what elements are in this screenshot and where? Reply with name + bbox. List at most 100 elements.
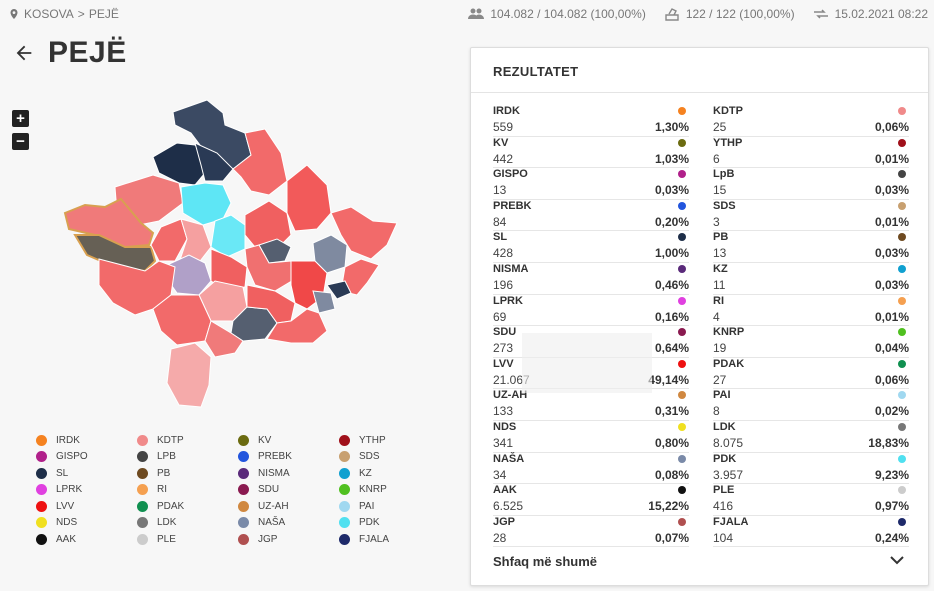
party-percent: 0,01% [874,309,909,324]
region-northeast[interactable] [232,128,288,196]
party-votes: 341 [493,436,514,450]
region-pdk-cyan[interactable] [180,182,232,226]
party-row: GISPO 13 0,03% [493,168,689,200]
party-color-dot [678,486,686,495]
legend-item: KZ [339,467,440,479]
legend-label: GISPO [56,451,88,462]
party-row: YTHP 6 0,01% [713,137,909,169]
breadcrumb-separator: > [77,7,85,21]
party-percent: 0,06% [874,372,909,387]
region-east-large[interactable] [286,164,332,232]
legend-dot [339,434,350,446]
page-header: PEJË [12,36,127,70]
legend-label: NDS [56,517,78,528]
party-votes: 34 [493,467,507,482]
party-color-dot [678,391,686,400]
party-percent: 0,46% [654,278,689,292]
region-aak-dark[interactable] [73,234,157,273]
region-south-far[interactable] [166,342,212,408]
legend-label: UZ-AH [258,500,289,512]
party-row: PREBK 84 0,20% [493,200,689,232]
breadcrumb-country[interactable]: KOSOVA [24,7,74,21]
party-name: AAK [493,484,517,497]
party-color-dot [898,233,906,242]
zoom-out-button[interactable]: − [12,133,29,150]
legend-dot [238,533,249,545]
party-votes: 19 [713,341,727,356]
party-votes: 13 [713,246,727,261]
legend-item: PB [137,467,238,479]
region-east-dark[interactable] [326,280,352,300]
party-votes: 27 [713,372,727,387]
party-name: JGP [493,515,516,528]
party-color-dot [898,423,906,431]
legend-item: NDS [36,517,137,529]
party-percent: 0,64% [654,341,689,356]
party-percent: 0,03% [654,183,689,198]
breadcrumb-current: PEJË [88,7,119,21]
party-color-dot [678,201,686,210]
legend-label: LVV [56,500,75,512]
party-color-dot [678,233,686,242]
show-more-button[interactable]: Shfaq më shumë [493,554,598,569]
legend-label: RI [157,484,167,495]
legend-item: NAŠA [238,517,339,529]
legend-dot [238,500,249,512]
region-south-center[interactable] [204,320,244,358]
region-south-1[interactable] [152,294,212,346]
legend-dot [339,467,350,479]
legend-item: IRDK [36,434,137,446]
party-color-dot [898,517,906,526]
zoom-in-button[interactable]: + [12,110,29,127]
legend-label: NISMA [258,467,290,479]
party-color-dot [898,265,906,273]
party-name: SDS [713,199,736,212]
legend-dot [137,484,148,495]
party-row: AAK 6.525 15,22% [493,484,689,516]
party-votes: 273 [493,341,514,356]
legend-dot [339,484,350,495]
legend-label: KV [258,434,272,446]
legend-label: KDTP [157,434,184,446]
municipality-map[interactable] [55,95,405,415]
party-row: PAI 8 0,02% [713,389,909,421]
party-color-dot [898,359,906,368]
legend-item: JGP [238,533,339,545]
party-row: LPRK 69 0,16% [493,295,689,327]
legend-dot [339,517,350,528]
party-percent: 0,08% [654,467,689,482]
legend-dot [238,467,249,479]
region-far-east[interactable] [330,206,398,260]
region-pejë-outline[interactable] [63,197,155,249]
legend-label: JGP [258,533,278,545]
legend-dot [36,451,47,462]
party-row: PDAK 27 0,06% [713,358,909,390]
party-color-dot [678,138,686,147]
legend-label: NAŠA [258,517,286,528]
party-votes: 69 [493,309,507,324]
party-color-dot [898,296,906,305]
party-votes: 442 [493,151,514,166]
region-south-east[interactable] [266,308,328,344]
party-color-dot [678,359,686,368]
map-watermark [522,333,652,393]
party-color-dot [898,486,906,495]
party-row: SL 428 1,00% [493,231,689,263]
region-center-1[interactable] [210,248,248,292]
back-button[interactable] [12,41,36,65]
party-percent: 0,80% [654,436,689,450]
legend-item: LDK [137,517,238,529]
region-east-grey-2[interactable] [312,290,336,314]
results-divider [471,92,928,93]
party-color-dot [898,170,906,179]
chevron-down-icon[interactable] [890,555,904,565]
party-votes: 196 [493,278,514,292]
party-votes: 13 [493,183,507,198]
region-north-mid[interactable] [194,142,234,182]
legend-label: KZ [359,467,372,479]
party-percent: 0,02% [874,404,909,419]
results-panel: REZULTATET IRDK 559 1,30% KDTP 25 0,06% KV 442 1… [470,47,929,586]
party-name: NDS [493,421,517,433]
party-percent: 0,20% [654,214,689,229]
party-percent: 0,03% [874,278,909,292]
